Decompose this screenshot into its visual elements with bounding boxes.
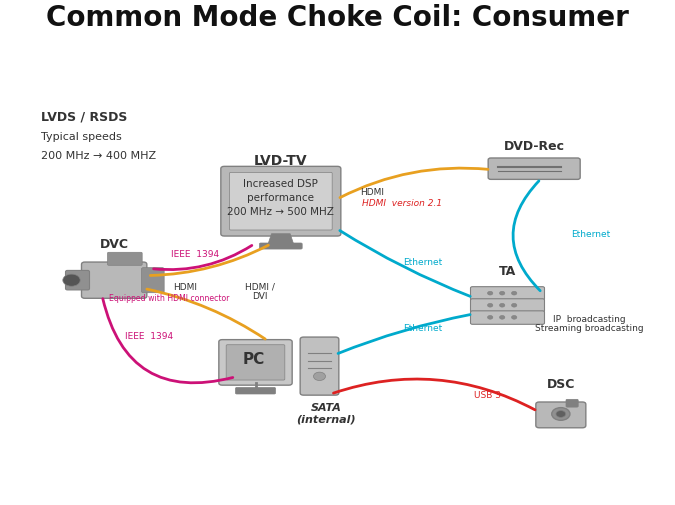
Text: SATA
(internal): SATA (internal) — [296, 402, 356, 424]
Polygon shape — [268, 234, 294, 245]
Text: Ethernet: Ethernet — [571, 230, 610, 238]
Text: Increased DSP
performance
200 MHz → 500 MHZ: Increased DSP performance 200 MHz → 500 … — [227, 178, 334, 216]
FancyBboxPatch shape — [219, 340, 292, 385]
FancyBboxPatch shape — [230, 173, 332, 231]
Text: Ethernet: Ethernet — [403, 323, 442, 332]
Text: Streaming broadcasting: Streaming broadcasting — [535, 323, 643, 332]
Text: LVDS / RSDS: LVDS / RSDS — [40, 111, 127, 124]
Circle shape — [500, 292, 505, 295]
Text: TA: TA — [499, 265, 516, 278]
Text: Typical speeds: Typical speeds — [40, 132, 122, 142]
Circle shape — [500, 304, 505, 308]
Circle shape — [556, 411, 566, 418]
Text: LVD-TV: LVD-TV — [254, 154, 308, 168]
FancyBboxPatch shape — [488, 159, 580, 180]
FancyBboxPatch shape — [300, 337, 339, 395]
FancyBboxPatch shape — [536, 402, 586, 428]
Text: IEEE  1394: IEEE 1394 — [171, 249, 219, 259]
Text: PC: PC — [243, 351, 265, 366]
Circle shape — [500, 316, 505, 320]
FancyBboxPatch shape — [470, 287, 545, 300]
Circle shape — [512, 292, 517, 295]
Text: IEEE  1394: IEEE 1394 — [126, 332, 173, 340]
Text: HDMI: HDMI — [360, 188, 384, 197]
FancyBboxPatch shape — [566, 399, 578, 408]
Text: 200 MHz → 400 MHZ: 200 MHz → 400 MHZ — [40, 150, 156, 161]
Circle shape — [487, 304, 493, 308]
Text: DVD-Rec: DVD-Rec — [504, 140, 565, 153]
Text: DVI: DVI — [252, 291, 267, 300]
FancyBboxPatch shape — [65, 271, 90, 290]
Text: HDMI /: HDMI / — [244, 281, 275, 290]
Text: Equipped with HDMI connector: Equipped with HDMI connector — [109, 293, 230, 302]
Text: IP  broadcasting: IP broadcasting — [553, 314, 625, 323]
Text: Ethernet: Ethernet — [403, 258, 442, 266]
Title: Common Mode Choke Coil: Consumer: Common Mode Choke Coil: Consumer — [46, 4, 629, 32]
FancyBboxPatch shape — [236, 388, 275, 394]
Circle shape — [63, 275, 80, 287]
FancyBboxPatch shape — [470, 299, 545, 313]
Circle shape — [551, 408, 570, 421]
FancyBboxPatch shape — [82, 263, 147, 298]
FancyBboxPatch shape — [470, 311, 545, 325]
FancyBboxPatch shape — [107, 253, 142, 266]
Circle shape — [313, 372, 325, 381]
Circle shape — [512, 316, 517, 320]
Text: USB 3: USB 3 — [474, 390, 501, 399]
Circle shape — [487, 316, 493, 320]
Circle shape — [512, 304, 517, 308]
FancyBboxPatch shape — [221, 167, 341, 236]
Text: DVC: DVC — [100, 237, 129, 250]
FancyBboxPatch shape — [259, 243, 302, 249]
FancyBboxPatch shape — [142, 268, 164, 293]
Circle shape — [487, 292, 493, 295]
Text: HDMI: HDMI — [173, 282, 198, 291]
FancyBboxPatch shape — [226, 345, 285, 380]
Text: DSC: DSC — [547, 377, 575, 390]
Text: HDMI  version 2.1: HDMI version 2.1 — [362, 199, 442, 208]
